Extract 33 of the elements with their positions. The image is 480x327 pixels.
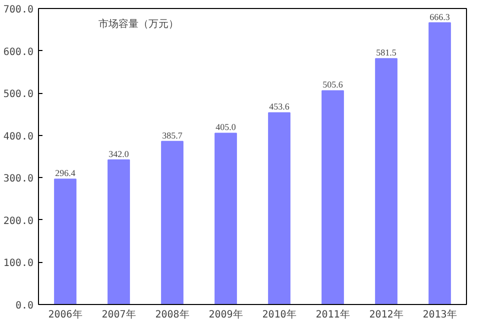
bar — [322, 90, 344, 304]
data-label: 342.0 — [108, 148, 130, 159]
y-tick-label: 400.0 — [3, 131, 34, 142]
bar — [214, 132, 237, 304]
data-label: 296.4 — [55, 168, 76, 178]
x-tick-label: 2010年 — [262, 308, 296, 320]
bar — [54, 178, 76, 304]
data-label: 581.5 — [376, 48, 397, 58]
data-label: 505.6 — [322, 80, 344, 90]
bar — [108, 159, 130, 304]
data-label: 666.3 — [430, 12, 450, 22]
x-tick-label: 2006年 — [48, 308, 82, 320]
y-tick-label: 700.0 — [3, 4, 34, 16]
x-tick-label: 2011年 — [316, 308, 350, 320]
y-tick-label: 100.0 — [3, 258, 34, 270]
x-tick-label: 2007年 — [102, 308, 136, 320]
data-label: 385.7 — [162, 130, 183, 140]
y-tick-label: 500.0 — [3, 89, 34, 100]
y-tick-label: 300.0 — [3, 174, 34, 185]
y-tick-label: 0.0 — [15, 300, 34, 312]
x-tick-label: 2009年 — [208, 308, 243, 320]
data-label: 453.6 — [269, 102, 290, 112]
text: 市场容量（万元） — [98, 18, 178, 30]
x-tick-label: 2013年 — [422, 308, 457, 320]
y-tick-label: 600.0 — [3, 46, 34, 58]
x-tick-label: 2012年 — [369, 308, 404, 320]
y-tick-label: 200.0 — [3, 216, 34, 227]
bar — [428, 22, 451, 304]
data-label: 405.0 — [216, 122, 236, 132]
bar — [375, 58, 398, 304]
bar — [161, 140, 184, 304]
x-tick-label: 2008年 — [155, 308, 190, 320]
bar — [268, 112, 290, 304]
